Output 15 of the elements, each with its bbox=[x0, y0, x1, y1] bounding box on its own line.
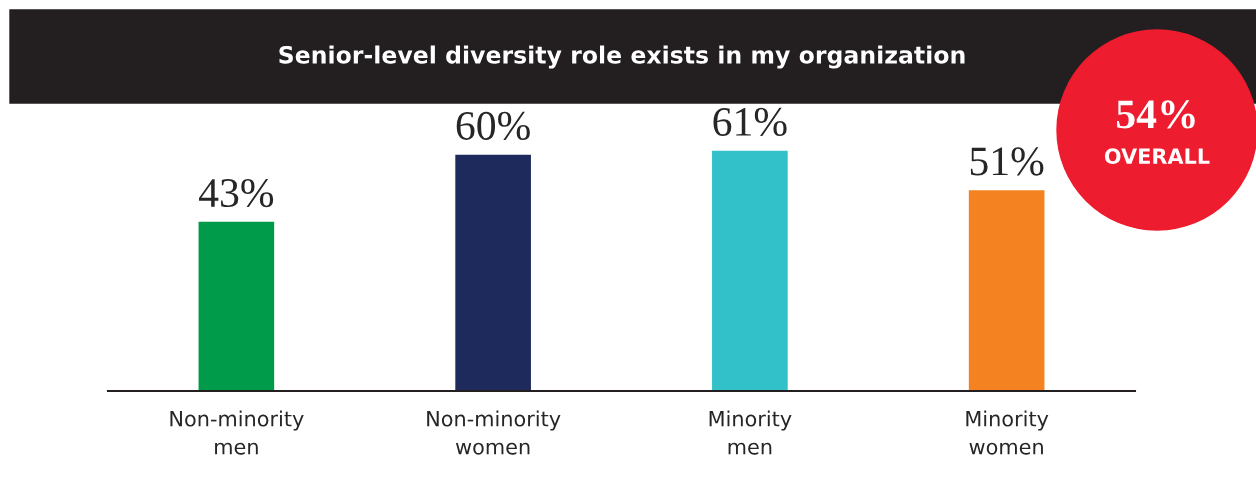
text: 54% bbox=[1117, 100, 1195, 129]
data-label: 51% bbox=[970, 147, 1044, 176]
data-label: 60% bbox=[456, 111, 530, 141]
bar bbox=[453, 153, 533, 391]
chart-title: Senior-level diversity role exists in my organization bbox=[279, 45, 965, 69]
bar bbox=[710, 150, 790, 391]
bar bbox=[197, 220, 276, 391]
data-label: 43% bbox=[199, 178, 274, 208]
data-label: 61% bbox=[713, 107, 787, 137]
x-tick-label: Non-minority men bbox=[170, 410, 304, 455]
x-tick-label: Non-minority women bbox=[427, 410, 561, 455]
x-tick-label: Minority women bbox=[966, 410, 1049, 455]
annotation: OVERALL bbox=[1104, 148, 1210, 165]
bar bbox=[967, 188, 1046, 391]
x-tick-label: Minority men bbox=[709, 410, 792, 455]
